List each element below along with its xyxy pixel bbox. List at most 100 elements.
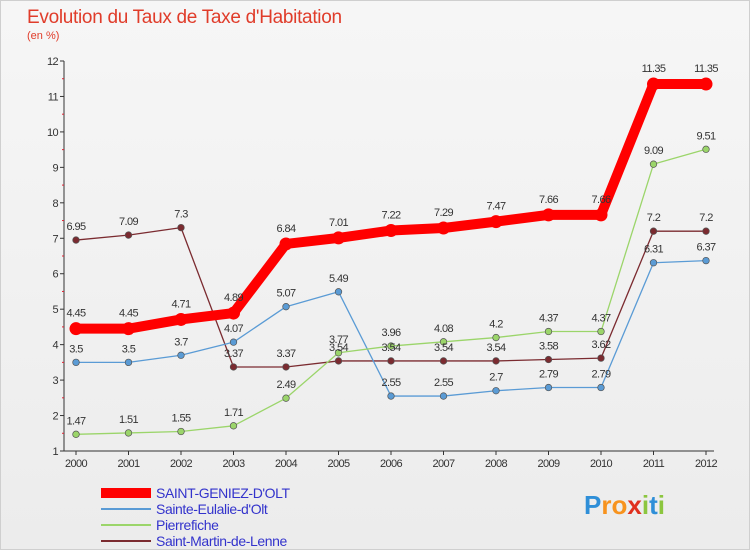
data-label: 4.2 [489, 319, 503, 331]
data-point [649, 160, 658, 168]
data-label: 5.07 [276, 288, 295, 300]
x-tick-label: 2003 [222, 458, 245, 470]
data-point [334, 357, 343, 365]
data-point [227, 306, 240, 320]
data-label: 2.49 [276, 379, 295, 391]
x-tick-label: 2011 [643, 458, 665, 470]
data-label: 4.71 [171, 298, 190, 310]
data-point [597, 383, 605, 392]
data-point [124, 231, 133, 239]
data-point [597, 354, 605, 362]
data-label: 3.5 [69, 343, 83, 355]
data-point [492, 357, 500, 365]
logo-letter: i [657, 490, 665, 520]
data-label: 4.37 [591, 313, 610, 325]
data-point [229, 363, 238, 371]
data-label: 2.79 [539, 369, 558, 381]
y-tick-label: 6 [52, 269, 58, 281]
y-tick-label: 2 [52, 411, 58, 423]
legend-label: Sainte-Eulalie-d'Olt [156, 501, 268, 517]
data-label: 3.77 [329, 334, 348, 346]
chart-title: Evolution du Taux de Taxe d'Habitation [27, 7, 342, 28]
data-label: 4.07 [224, 323, 243, 335]
data-point [439, 338, 448, 346]
data-point [594, 208, 608, 222]
data-label: 1.55 [171, 413, 190, 425]
data-label: 11.35 [694, 63, 718, 75]
logo-letter: o [611, 490, 628, 520]
legend-swatch-sainte-eulalie [101, 508, 151, 510]
data-label: 6.31 [644, 244, 663, 256]
y-tick-label: 1 [52, 446, 58, 458]
data-label: 3.5 [122, 343, 136, 355]
data-label: 9.51 [696, 130, 715, 142]
data-point [279, 237, 293, 251]
x-tick-label: 2007 [432, 458, 455, 470]
data-point [492, 387, 500, 395]
data-point [649, 259, 658, 267]
data-point [282, 363, 290, 371]
data-point [72, 430, 80, 438]
data-point [69, 322, 83, 336]
logo-letter: t [649, 490, 658, 520]
data-label: 7.47 [486, 201, 505, 213]
y-tick-label: 8 [52, 198, 58, 210]
data-point [439, 392, 448, 400]
data-point [124, 358, 133, 367]
data-point [229, 422, 238, 430]
data-point [702, 145, 710, 153]
x-tick-label: 2002 [170, 458, 193, 470]
x-tick-label: 2010 [590, 458, 613, 470]
y-tick-label: 3 [52, 375, 58, 387]
data-label: 2.55 [381, 377, 400, 389]
data-point [229, 338, 238, 346]
x-tick-label: 2005 [327, 458, 350, 470]
data-point [597, 327, 605, 336]
data-label: 7.66 [591, 194, 610, 206]
legend-swatch-pierrefiche [101, 524, 151, 526]
data-label: 6.95 [66, 221, 85, 233]
data-point [387, 392, 395, 400]
data-point [72, 236, 80, 244]
logo-letter: x [627, 490, 642, 520]
data-point [439, 357, 448, 365]
data-label: 3.58 [539, 341, 558, 353]
series-lines [69, 77, 713, 438]
data-label: 11.35 [642, 63, 666, 75]
data-label: 1.47 [66, 415, 85, 427]
logo-letter: r [601, 490, 612, 520]
data-point [387, 342, 395, 350]
data-point [649, 227, 658, 235]
series-line [71, 79, 711, 334]
data-point [122, 322, 135, 336]
data-point [387, 357, 395, 365]
data-point [702, 227, 710, 235]
data-point [437, 221, 450, 235]
data-point [647, 77, 660, 91]
data-label: 2.79 [591, 369, 610, 381]
x-tick-label: 2009 [537, 458, 560, 470]
data-point [124, 429, 133, 437]
x-tick-label: 2000 [65, 458, 88, 470]
data-label: 3.54 [329, 342, 348, 354]
data-label: 4.89 [224, 292, 243, 304]
y-tick-label: 11 [48, 91, 59, 103]
data-point [542, 208, 555, 222]
logo-letter: i [641, 490, 650, 520]
y-tick-label: 10 [47, 127, 59, 139]
data-label: 9.09 [644, 145, 663, 157]
logo-letter: P [584, 490, 602, 520]
chart-subtitle: (en %) [27, 30, 60, 42]
data-point [702, 256, 710, 265]
data-label: 7.09 [119, 216, 138, 228]
y-tick-label: 5 [52, 304, 58, 316]
data-label: 3.37 [224, 348, 243, 360]
data-point [177, 223, 185, 232]
data-point [177, 351, 185, 359]
data-point [174, 312, 188, 326]
legend-label: SAINT-GENIEZ-D'OLT [156, 485, 290, 501]
data-label: 3.7 [174, 336, 188, 348]
data-label: 7.2 [699, 212, 713, 224]
